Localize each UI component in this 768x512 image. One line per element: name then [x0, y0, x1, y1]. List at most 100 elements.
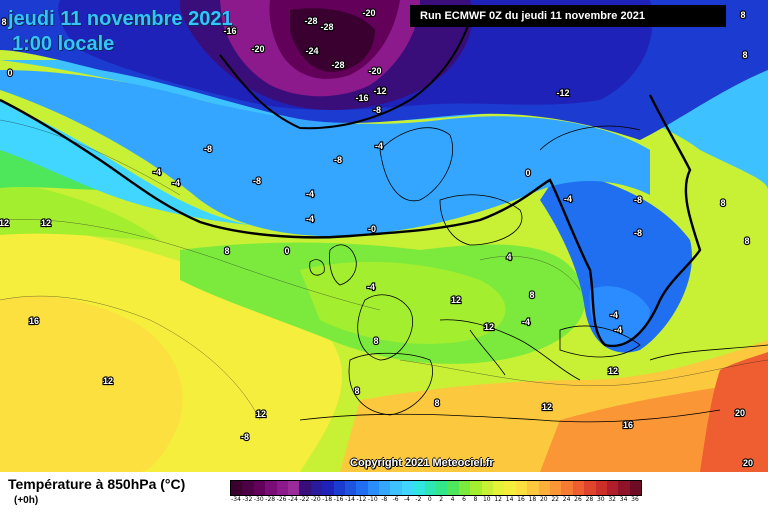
- color-scale: [230, 480, 643, 496]
- scale-tick-label: 8: [473, 496, 478, 503]
- isotherm-value-label: 8: [740, 10, 745, 20]
- scale-tick-label: -18: [322, 496, 333, 503]
- color-swatch: [356, 481, 368, 495]
- isotherm-value-label: -28: [331, 60, 344, 70]
- isotherm-labels: -16-20-28-28-24-28-20-20-16-12-8-12-8-8-…: [0, 7, 754, 469]
- isotherm-value-label: -4: [610, 310, 618, 320]
- isotherm-value-label: -4: [306, 189, 314, 199]
- legend-footer: Température à 850hPa (°C) (+0h) -34 -32 -3…: [0, 472, 768, 512]
- run-info: Run ECMWF 0Z du jeudi 11 novembre 2021: [410, 5, 726, 27]
- scale-tick-label: 24: [562, 496, 571, 503]
- isotherm-value-label: 12: [484, 322, 494, 332]
- scale-tick-label: -28: [265, 496, 276, 503]
- isotherm-value-label: 8: [1, 17, 6, 27]
- isotherm-value-label: 8: [224, 246, 229, 256]
- scale-tick-label: -24: [288, 496, 298, 503]
- scale-tick-label: -20: [310, 496, 321, 503]
- scale-tick-label: -22: [299, 496, 310, 503]
- color-swatch: [629, 481, 642, 495]
- scale-tick-label: -10: [367, 496, 378, 503]
- color-swatch: [299, 481, 311, 495]
- scale-tick-label: 30: [596, 496, 605, 503]
- isotherm-value-label: -8: [241, 432, 249, 442]
- scale-tick-label: 10: [482, 496, 491, 503]
- isotherm-value-label: 12: [542, 402, 552, 412]
- color-swatch: [333, 481, 345, 495]
- color-swatch: [584, 481, 596, 495]
- field-dark-core: [290, 8, 375, 72]
- color-swatch: [401, 481, 414, 495]
- isotherm-value-label: 8: [744, 236, 749, 246]
- scale-tick-label: -30: [253, 496, 264, 503]
- color-swatch: [390, 481, 402, 495]
- color-swatch: [287, 481, 300, 495]
- isotherm-value-label: 4: [506, 252, 511, 262]
- color-swatch: [276, 481, 288, 495]
- field-red-east: [700, 352, 768, 472]
- isotherm-value-label: -12: [373, 86, 386, 96]
- isotherm-value-label: -28: [304, 16, 317, 26]
- field-cold-tongue-east: [540, 170, 692, 353]
- isotherm-value-label: 20: [735, 408, 745, 418]
- scale-tick-label: 2: [439, 496, 444, 503]
- color-swatch: [618, 481, 630, 495]
- isotherm-value-label: 12: [608, 366, 618, 376]
- isotherm-value-label: 8: [354, 386, 359, 396]
- isotherm-value-label: 12: [103, 376, 113, 386]
- scale-tick-label: 6: [462, 496, 466, 503]
- isotherm-value-label: -8: [634, 195, 642, 205]
- scale-tick-label: -6: [392, 496, 399, 503]
- field-aqua-west: [0, 100, 250, 225]
- forecast-time: 1:00 locale: [12, 33, 115, 55]
- isotherm-value-label: -8: [373, 105, 381, 115]
- field-lime-europe: [300, 261, 506, 344]
- color-scale-ticks: -34 -32 -30 -28 -26 -24 -22 -20 -18 -16 -14 -12 -10-…: [230, 496, 700, 506]
- isotherm-value-label: 8: [720, 198, 725, 208]
- color-swatch: [310, 481, 323, 495]
- scale-tick-label: -14: [345, 496, 355, 503]
- color-swatch: [322, 481, 334, 495]
- scale-tick-label: 22: [551, 496, 560, 503]
- isotherm-value-label: -16: [355, 93, 368, 103]
- scale-tick-label: 32: [608, 496, 617, 503]
- color-swatch: [504, 481, 516, 495]
- isotherm-value-label: 16: [29, 316, 39, 326]
- isotherm-value-label: -12: [556, 88, 569, 98]
- isotherm-value-label: -4: [153, 167, 161, 177]
- coastlines: [299, 125, 768, 423]
- isotherm-value-label: -8: [204, 144, 212, 154]
- isotherms-minor: [0, 119, 768, 421]
- color-swatch: [572, 481, 585, 495]
- map-canvas: -16-20-28-28-24-28-20-20-16-12-8-12-8-8-…: [0, 0, 768, 472]
- color-swatch: [413, 481, 425, 495]
- field-lime-west: [0, 180, 160, 240]
- scale-tick-label: -32: [242, 496, 253, 503]
- isotherm-value-label: -4: [172, 178, 180, 188]
- color-swatch: [595, 481, 607, 495]
- isotherm-value-label: -20: [251, 44, 264, 54]
- isotherm-value-label: 0: [525, 168, 530, 178]
- scale-tick-label: -16: [333, 496, 344, 503]
- legend-subtitle: (+0h): [14, 495, 39, 506]
- isotherm-value-label: -4: [306, 214, 314, 224]
- isotherm-value-label: -28: [320, 22, 333, 32]
- copyright: Copyright 2021 Meteociel.fr: [350, 457, 494, 469]
- scale-tick-label: -8: [381, 496, 388, 503]
- scale-tick-label: 16: [517, 496, 525, 503]
- isotherm-value-label: 12: [256, 409, 266, 419]
- scale-tick-label: 34: [619, 496, 628, 503]
- scale-tick-label: -2: [415, 496, 422, 503]
- isotherm-value-label: 12: [0, 218, 9, 228]
- color-swatch: [265, 481, 277, 495]
- color-swatch: [458, 481, 471, 495]
- color-swatch: [379, 481, 391, 495]
- scale-tick-label: 4: [450, 496, 455, 503]
- isotherm-value-label: 12: [41, 218, 51, 228]
- isotherm-value-label: 0: [284, 246, 289, 256]
- scale-tick-label: 18: [528, 496, 537, 503]
- isotherm-value-label: -0: [368, 224, 376, 234]
- field-cold-core-east: [589, 286, 650, 345]
- color-swatch: [492, 481, 505, 495]
- color-swatch: [549, 481, 562, 495]
- isotherm-value-label: -4: [614, 325, 622, 335]
